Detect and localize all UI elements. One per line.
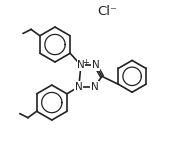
Text: N: N — [77, 60, 85, 70]
Text: Cl⁻: Cl⁻ — [98, 5, 117, 18]
Text: N: N — [75, 82, 83, 92]
Text: N: N — [91, 82, 99, 92]
Text: N: N — [92, 60, 99, 70]
Text: +: + — [82, 58, 89, 67]
